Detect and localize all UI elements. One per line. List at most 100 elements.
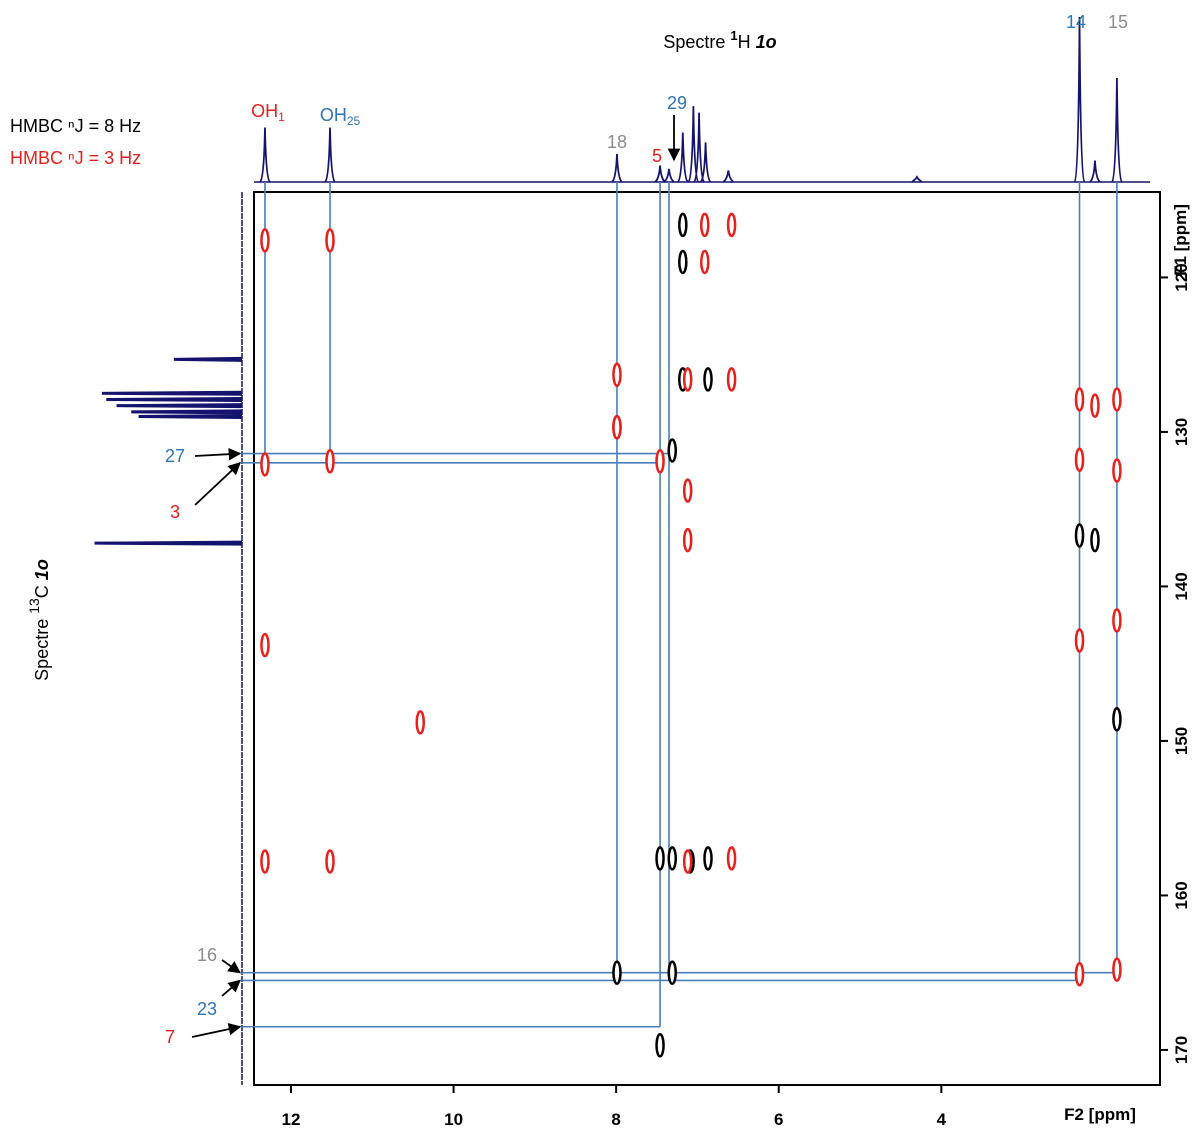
h-label-text: 15 (1108, 12, 1128, 32)
cross-peak (325, 449, 335, 474)
cross-peak (325, 849, 335, 874)
cross-peak (1112, 387, 1122, 412)
c-label: 27 (165, 446, 185, 466)
cross-peak (1112, 458, 1122, 483)
arrow (194, 447, 242, 461)
cross-peak (1112, 957, 1122, 982)
x-tick-label: 4 (937, 1110, 947, 1129)
cross-peak (612, 960, 622, 985)
cross-peak (1074, 523, 1085, 548)
h-peak (654, 165, 666, 183)
h-peak (663, 168, 675, 183)
cross-peak (1112, 707, 1122, 732)
h-label: OH1 (251, 101, 285, 124)
cross-peak (655, 1033, 665, 1058)
h-label-sub: 25 (347, 114, 361, 128)
cross-peak (682, 367, 693, 392)
x-tick-label: 12 (282, 1110, 301, 1129)
cross-peak (667, 438, 677, 463)
c-label: 23 (197, 999, 217, 1019)
cross-peak (682, 527, 693, 553)
cross-peak (703, 846, 713, 871)
x-tick-label: 8 (611, 1110, 620, 1129)
cross-peak (325, 228, 335, 253)
h-label-text: 5 (652, 146, 662, 166)
side-title: Spectre 13C 1o (26, 559, 52, 681)
h-peak (1073, 16, 1086, 183)
h-peak (324, 127, 336, 183)
cross-peak (682, 849, 693, 874)
cross-peak (1090, 527, 1100, 553)
h-peak (911, 175, 923, 183)
legend-entry: HMBC ⁿJ = 8 Hz (10, 116, 141, 136)
cross-peak (726, 846, 737, 871)
h-label-text: 29 (667, 93, 687, 113)
cross-peak (700, 249, 710, 275)
arrow (221, 979, 241, 997)
cross-peak (1074, 387, 1085, 412)
c-label: 16 (197, 945, 217, 965)
h-label-text: OH (320, 105, 347, 125)
side-title-sup: 13 (26, 598, 42, 614)
y-tick-label: 170 (1172, 1036, 1191, 1064)
plot-frame (253, 191, 1161, 1086)
legend-entry: HMBC ⁿJ = 3 Hz (10, 148, 141, 168)
c-peak (106, 396, 243, 402)
cross-peak (260, 228, 270, 253)
cross-peak (726, 367, 737, 392)
arrow (221, 959, 242, 974)
title-prefix: Spectre (663, 32, 725, 52)
cross-peak (1090, 393, 1100, 418)
side-title-prefix: Spectre (32, 619, 52, 681)
arrow (194, 461, 241, 506)
side-title-compound: 1o (32, 559, 52, 580)
h-label: 5 (652, 146, 662, 166)
cross-peak (612, 362, 622, 388)
y-tick-label: 160 (1172, 881, 1191, 909)
cross-peak (700, 212, 710, 238)
c-peak (94, 540, 243, 546)
cross-peak (260, 849, 270, 874)
cross-peak (260, 452, 270, 477)
h-peak (722, 170, 734, 183)
cross-peak (415, 710, 425, 735)
h-label: 29 (667, 93, 687, 113)
y-axis-label: F1 [ppm] (1171, 204, 1190, 276)
h-peak (1111, 78, 1123, 183)
h-label-text: OH (251, 101, 278, 121)
y-tick-label: 150 (1172, 727, 1191, 755)
h-peak (1089, 160, 1101, 183)
h-peak (677, 132, 689, 183)
y-tick-label: 120 (1172, 263, 1191, 291)
h-label: 18 (607, 132, 627, 152)
h-label-text: 18 (607, 132, 627, 152)
title-compound: 1o (756, 32, 777, 52)
side-title-nucleus: C (32, 585, 52, 598)
title-sup: 1 (730, 28, 737, 43)
cross-peak (667, 846, 677, 871)
c-peak (101, 390, 243, 396)
cross-peak (1112, 608, 1122, 633)
h-label-sub: 1 (278, 110, 285, 124)
c-label: 7 (165, 1027, 175, 1047)
c-peak (173, 356, 243, 362)
cross-peak (682, 478, 693, 503)
cross-peak (1074, 961, 1085, 987)
c-peak (131, 409, 243, 415)
cross-peak (703, 367, 713, 392)
cross-peak (655, 449, 665, 474)
h-peak (693, 112, 705, 183)
h-label-text: 14 (1066, 12, 1086, 32)
c-peak (116, 403, 243, 409)
cross-peak (667, 960, 677, 985)
h-peak (259, 127, 271, 183)
cross-peak (678, 212, 688, 238)
cross-peak (612, 415, 622, 440)
cross-peak (260, 632, 270, 658)
h-label: OH25 (320, 105, 361, 128)
chart-title: Spectre 1H 1o (663, 28, 776, 52)
x-axis-label: F2 [ppm] (1064, 1105, 1136, 1124)
h-peak (699, 142, 712, 183)
y-tick-label: 140 (1172, 572, 1191, 600)
